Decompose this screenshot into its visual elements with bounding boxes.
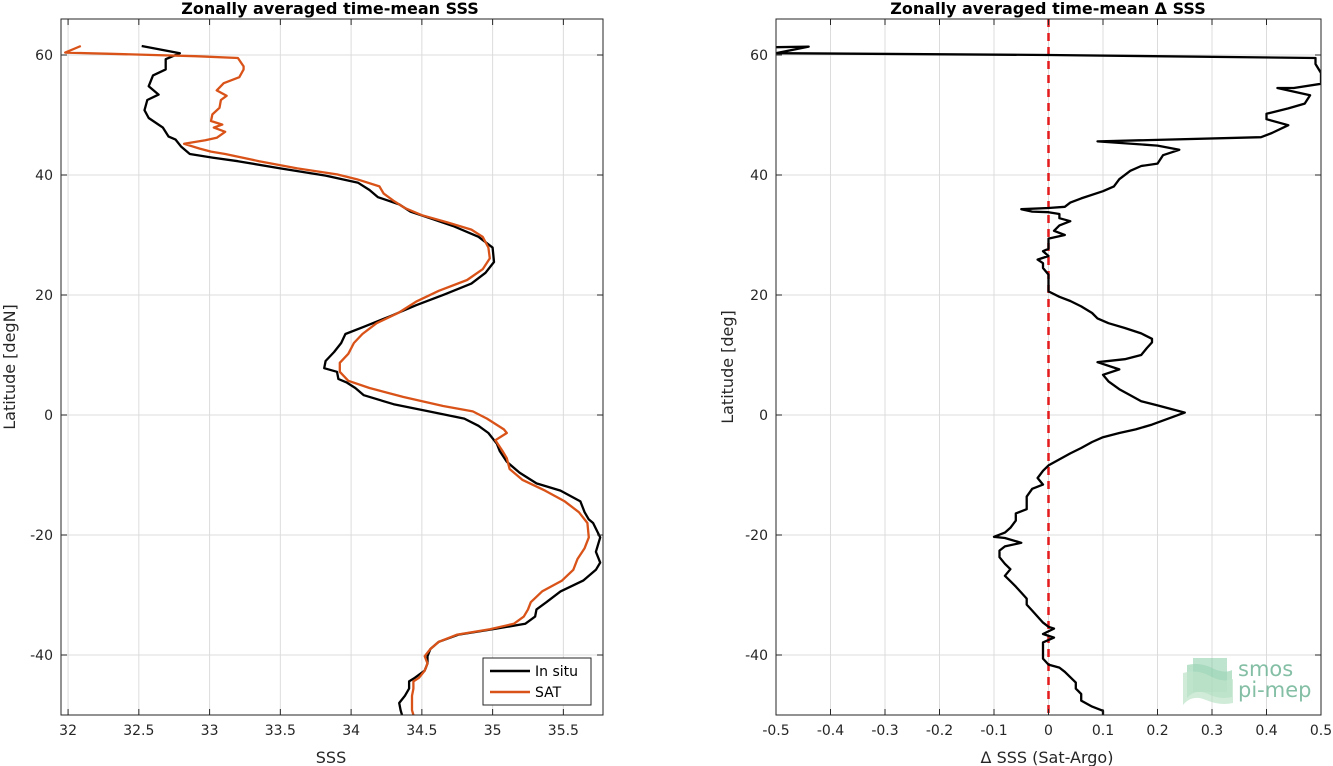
right-series-lines	[776, 19, 1321, 715]
right-x-tick-label: -0.2	[926, 723, 953, 739]
legend-label-sat: SAT	[535, 685, 562, 701]
left-y-tick-label: 20	[35, 288, 53, 304]
left-y-axis-label: Latitude [degN]	[0, 304, 19, 430]
legend-label-in-situ: In situ	[535, 664, 578, 680]
right-x-tick-label: 0.3	[1201, 723, 1223, 739]
left-x-tick-label: 35	[484, 723, 502, 739]
left-chart-panel: 32 32.5 33 33.5 34 34.5 35 35.5 -40 -20 0 20 40 60 Zo…	[0, 0, 604, 766]
right-y-tick-label: 20	[750, 288, 768, 304]
left-x-tick-label: 34.5	[406, 723, 437, 739]
right-y-axis-label: Latitude [deg]	[718, 310, 737, 424]
right-x-tick-label: 0	[1044, 723, 1053, 739]
left-y-tick-label: 0	[44, 408, 53, 424]
left-ticks: 32 32.5 33 33.5 34 34.5 35 35.5 -40 -20 0 20 40 60	[30, 19, 603, 739]
legend: In situ SAT	[482, 657, 592, 706]
left-x-tick-label: 32.5	[123, 723, 154, 739]
left-x-tick-label: 33.5	[265, 723, 296, 739]
left-plot-area	[61, 19, 603, 715]
right-chart-title: Zonally averaged time-mean Δ SSS	[890, 0, 1206, 18]
left-y-tick-label: -40	[30, 648, 53, 664]
right-x-tick-label: 0.5	[1310, 723, 1332, 739]
left-series-lines	[64, 44, 602, 715]
logo-text-pi-mep: pi-mep	[1238, 678, 1311, 702]
right-x-tick-label: 0.1	[1092, 723, 1114, 739]
right-y-tick-label: -40	[745, 648, 768, 664]
left-chart-title: Zonally averaged time-mean SSS	[181, 0, 479, 18]
legend-box	[482, 657, 592, 706]
left-line-sat	[64, 44, 590, 715]
left-y-tick-label: 60	[35, 48, 53, 64]
right-y-tick-label: -20	[745, 528, 768, 544]
right-x-axis-label: Δ SSS (Sat-Argo)	[981, 748, 1114, 766]
left-x-tick-label: 35.5	[548, 723, 579, 739]
right-y-tick-label: 0	[759, 408, 768, 424]
right-chart-panel: -0.5 -0.4 -0.3 -0.2 -0.1 0 0.1 0.2 0.3 0.4 0.5 -40 -…	[718, 0, 1332, 766]
right-y-tick-label: 40	[750, 168, 768, 184]
left-x-axis-label: SSS	[316, 748, 346, 766]
smos-pi-mep-logo: smos pi-mep	[1183, 657, 1311, 705]
left-x-tick-label: 33	[201, 723, 219, 739]
right-x-tick-label: -0.3	[871, 723, 898, 739]
right-line-series-0	[776, 45, 1321, 715]
right-x-tick-label: -0.5	[762, 723, 789, 739]
right-x-tick-label: 0.4	[1255, 723, 1277, 739]
right-x-tick-label: 0.2	[1146, 723, 1168, 739]
logo-text-smos: smos	[1238, 657, 1293, 681]
logo-wave-icon	[1183, 658, 1233, 705]
right-y-tick-label: 60	[750, 48, 768, 64]
left-x-tick-label: 34	[342, 723, 360, 739]
left-x-tick-label: 32	[59, 723, 77, 739]
left-gridlines	[61, 19, 603, 715]
right-x-tick-label: -0.4	[817, 723, 844, 739]
right-x-tick-label: -0.1	[980, 723, 1007, 739]
left-axes-box	[60, 18, 604, 716]
left-line-in-situ	[141, 44, 602, 715]
left-y-tick-label: 40	[35, 168, 53, 184]
right-ticks: -0.5 -0.4 -0.3 -0.2 -0.1 0 0.1 0.2 0.3 0.4 0.5 -40 -…	[745, 19, 1332, 739]
left-y-tick-label: -20	[30, 528, 53, 544]
